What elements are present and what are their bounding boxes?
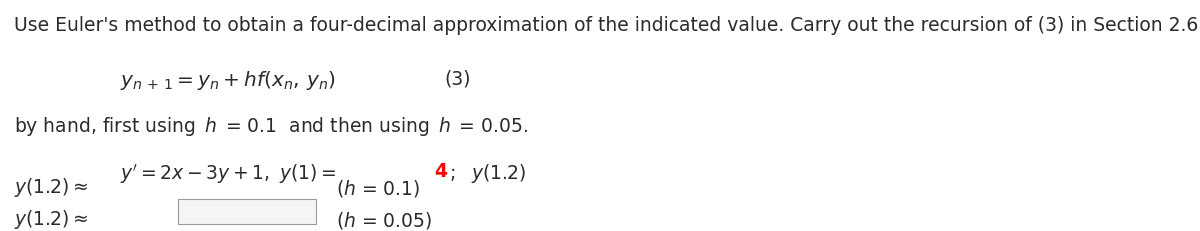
Text: ($h$ = 0.1): ($h$ = 0.1) [336,178,420,199]
Text: $y(1.2)\approx$: $y(1.2)\approx$ [14,208,89,231]
Text: $y(1.2)\approx$: $y(1.2)\approx$ [14,176,89,199]
Text: (3): (3) [444,69,470,88]
Bar [178,199,316,224]
Text: $y_{n\,+\,1} = y_n + hf(x_n,\,y_n)$: $y_{n\,+\,1} = y_n + hf(x_n,\,y_n)$ [120,69,336,92]
Text: $;\ \ y(1.2)$: $;\ \ y(1.2)$ [449,162,526,185]
Text: Use Euler's method to obtain a four-decimal approximation of the indicated value: Use Euler's method to obtain a four-deci… [14,16,1199,35]
Text: $y' = 2x - 3y + 1,\ y(1) =$: $y' = 2x - 3y + 1,\ y(1) =$ [120,162,336,186]
Text: ($h$ = 0.05): ($h$ = 0.05) [336,210,432,231]
Text: $\mathbf{4}$: $\mathbf{4}$ [434,162,449,181]
Text: by hand, first using $\,h\,$ = 0.1  and then using $\,h\,$ = 0.05.: by hand, first using $\,h\,$ = 0.1 and t… [14,116,529,139]
